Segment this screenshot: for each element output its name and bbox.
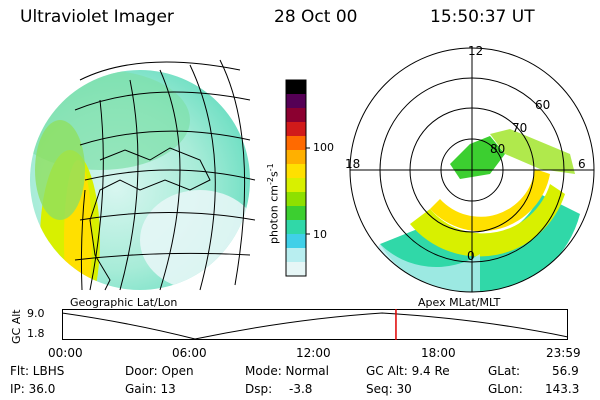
filter-info: Flt: LBHS <box>10 364 65 378</box>
mlt-label-18: 18 <box>345 157 361 171</box>
altitude-curve <box>62 312 569 340</box>
polar-grid <box>349 47 595 293</box>
glon-label: GLon: <box>488 382 523 396</box>
mode-info: Mode: Normal <box>245 364 329 378</box>
time-tick-0000: 00:00 <box>48 346 83 360</box>
gc-alt-tick-9: 9.0 <box>27 307 45 320</box>
gc-alt-info: GC Alt: 9.4 Re <box>366 364 450 378</box>
gc-alt-tick-1-8: 1.8 <box>27 327 45 340</box>
mlt-label-12: 12 <box>468 44 484 58</box>
colorbar-strip <box>286 122 306 137</box>
gc-alt-axis-label: GC Alt <box>10 309 23 344</box>
coastline-outline <box>89 147 211 291</box>
colorbar-strip <box>286 234 306 249</box>
colorbar-strip <box>286 262 306 277</box>
time-tick-0600: 06:00 <box>172 346 207 360</box>
colorbar-strip <box>286 164 306 179</box>
colorbar-strip <box>286 108 306 123</box>
glat-label: GLat: <box>488 364 521 378</box>
glon-value: 143.3 <box>545 382 580 396</box>
colorbar <box>285 79 310 277</box>
colorbar-strip <box>286 150 306 165</box>
colorbar-strip <box>286 80 306 95</box>
apex-panel-label: Apex MLat/MLT <box>418 296 501 309</box>
altitude-plot <box>62 309 569 340</box>
glat-value: 56.9 <box>552 364 579 378</box>
colorbar-strip <box>286 136 306 151</box>
mlt-label-0: 0 <box>467 249 475 263</box>
app-title: Ultraviolet Imager <box>20 7 174 27</box>
mlat-label-70: 70 <box>512 121 528 135</box>
colorbar-strip <box>286 220 306 235</box>
apex-polar-plot <box>349 47 595 293</box>
mlat-label-60: 60 <box>535 98 551 112</box>
time-tick-1200: 12:00 <box>296 346 331 360</box>
door-info: Door: Open <box>125 364 194 378</box>
seq-info: Seq: 30 <box>366 382 412 396</box>
geographic-image <box>30 59 256 291</box>
mlat-label-80: 80 <box>490 142 506 156</box>
ip-info: IP: 36.0 <box>10 382 56 396</box>
colorbar-unit-label: photon cm-2s-1 <box>266 163 281 244</box>
geographic-panel-label: Geographic Lat/Lon <box>70 296 178 309</box>
colorbar-strip <box>286 192 306 207</box>
time-tick-2359: 23:59 <box>546 346 581 360</box>
header-date: 28 Oct 00 <box>274 7 358 27</box>
gain-info: Gain: 13 <box>125 382 176 396</box>
colorbar-tick-10: 10 <box>313 228 327 241</box>
mlt-label-6: 6 <box>578 157 586 171</box>
dsp-label: Dsp: <box>245 382 273 396</box>
colorbar-strip <box>286 206 306 221</box>
header-time: 15:50:37 UT <box>430 7 535 27</box>
colorbar-strip <box>286 94 306 109</box>
graticule-lines <box>74 59 256 291</box>
colorbar-tick-100: 100 <box>313 141 334 154</box>
dsp-value: -3.8 <box>289 382 313 396</box>
colorbar-strip <box>286 248 306 263</box>
colorbar-strip <box>286 178 306 193</box>
time-tick-1800: 18:00 <box>421 346 456 360</box>
